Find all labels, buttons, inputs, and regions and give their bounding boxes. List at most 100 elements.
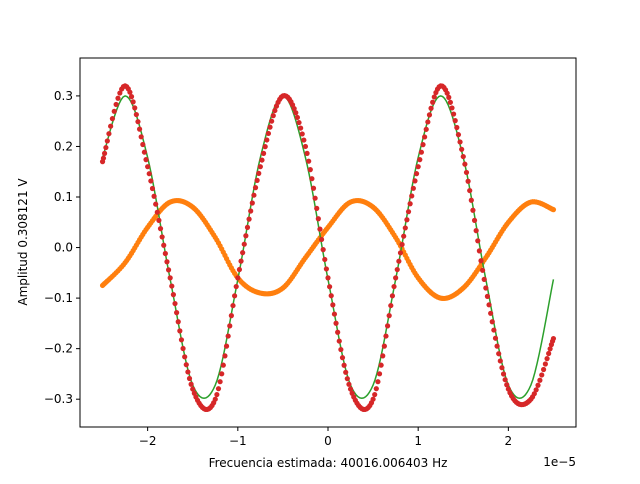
series-1-point — [388, 302, 394, 309]
series-1-point — [428, 105, 434, 111]
series-1-point — [318, 236, 325, 243]
series-1-point — [335, 329, 341, 335]
series-1-point — [447, 99, 453, 105]
series-1-point — [188, 381, 194, 387]
series-1-point — [542, 361, 548, 367]
series-1-point — [304, 150, 310, 156]
series-1-point — [341, 362, 347, 368]
series-1-point — [494, 343, 500, 349]
series-1-point — [449, 105, 455, 111]
series-1-point — [100, 155, 107, 161]
series-1-point — [103, 144, 109, 151]
series-1-point — [420, 142, 426, 148]
series-1-point — [108, 123, 114, 129]
series-1-point — [333, 320, 339, 326]
series-1-point — [148, 178, 154, 184]
series-1-point — [293, 110, 299, 116]
y-axis-label: Amplitud 0.308121 V — [16, 178, 30, 306]
y-tick-label: −0.1 — [44, 291, 73, 305]
series-1-point — [426, 112, 433, 118]
series-1-point — [537, 377, 543, 383]
series-1-point — [323, 266, 329, 272]
series-1-point — [233, 283, 239, 290]
series-1-point — [252, 185, 259, 191]
series-1-point — [460, 153, 466, 160]
series-1-point — [264, 137, 270, 143]
series-1-point — [343, 369, 349, 375]
series-1-point — [220, 362, 226, 368]
series-1-point — [376, 371, 383, 377]
series-1-point — [533, 387, 539, 393]
series-1-point — [499, 365, 505, 371]
series-1-point — [251, 192, 257, 198]
series-1-point — [384, 323, 391, 329]
series-1-point — [389, 293, 396, 299]
series-1-point — [227, 323, 233, 329]
series-1-point — [243, 233, 249, 239]
series-1-point — [141, 149, 148, 155]
x-axis-label: Frecuencia estimada: 40016.006403 Hz — [209, 456, 448, 470]
series-1-point — [301, 137, 307, 143]
series-1-point — [544, 356, 550, 362]
series-1-point — [483, 285, 489, 291]
series-1-point — [317, 226, 323, 232]
y-tick-label: −0.2 — [44, 342, 73, 356]
y-tick-label: 0.2 — [54, 139, 73, 153]
series-1-point — [372, 391, 378, 398]
series-1-point — [162, 250, 168, 257]
series-1-point — [180, 345, 186, 352]
series-1-point — [161, 242, 167, 248]
series-1-point — [214, 391, 220, 398]
x-tick-label: 2 — [505, 434, 513, 448]
series-1-point — [410, 185, 416, 191]
series-1-point — [248, 208, 254, 214]
series-1-point — [269, 118, 275, 124]
series-1-point — [381, 343, 387, 349]
series-1-point — [157, 226, 164, 232]
series-1-point — [413, 171, 420, 177]
series-1-point — [215, 386, 222, 392]
series-1-point — [484, 293, 491, 299]
series-1-point — [462, 161, 468, 167]
series-1-point — [344, 376, 350, 382]
series-1-point — [217, 379, 223, 385]
series-1-point — [249, 200, 255, 206]
series-2-point — [550, 207, 557, 213]
series-1-point — [256, 170, 262, 176]
series-1-point — [138, 134, 144, 140]
series-1-point — [409, 193, 415, 199]
series-1-point — [550, 335, 557, 342]
series-1-point — [265, 130, 272, 137]
series-1-point — [401, 233, 407, 239]
series-1-point — [149, 185, 156, 192]
series-1-point — [500, 371, 507, 377]
series-1-point — [154, 209, 160, 215]
series-1-point — [394, 266, 400, 273]
series-1-point — [146, 171, 152, 177]
series-1-point — [417, 157, 423, 163]
y-tick-label: 0.0 — [54, 241, 73, 255]
series-1-point — [476, 248, 482, 254]
series-1-point — [502, 377, 508, 383]
series-1-point — [327, 284, 333, 290]
series-1-point — [128, 94, 135, 100]
series-1-point — [320, 247, 326, 253]
series-1-point — [386, 313, 392, 319]
series-1-point — [418, 149, 424, 155]
series-1-point — [370, 396, 376, 402]
series-1-point — [298, 125, 304, 131]
series-1-point — [156, 217, 162, 223]
series-1-point — [468, 197, 474, 203]
series-1-point — [314, 205, 320, 211]
series-1-point — [291, 105, 297, 112]
series-1-point — [299, 131, 305, 137]
series-1-point — [177, 328, 183, 334]
series-1-point — [143, 157, 149, 163]
series-1-point — [425, 119, 431, 125]
x-tick-label: 0 — [324, 434, 332, 448]
series-1-point — [165, 267, 172, 273]
series-1-point — [399, 241, 405, 248]
series-1-point — [378, 362, 384, 368]
series-1-point — [455, 132, 462, 138]
